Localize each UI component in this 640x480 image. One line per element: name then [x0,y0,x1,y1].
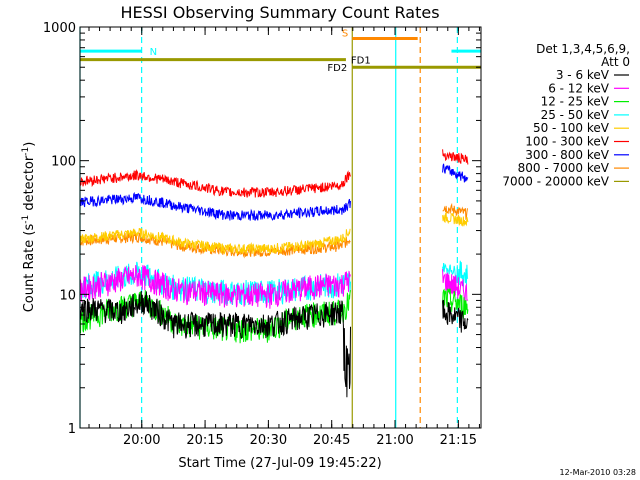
y-label-part-3: ) [22,142,37,147]
series-line-0-1 [442,299,469,333]
flag-label-FD2: FD2 [327,63,347,74]
legend-label-6: 300 - 800 keV [525,148,609,162]
legend-label-2: 12 - 25 keV [541,95,610,109]
y-tick-label-2: 100 [51,155,76,170]
series-line-4-1 [442,211,469,227]
y-tick-label-3: 1000 [43,21,76,36]
y-label-part-2: detector [22,155,37,215]
legend-label-4: 50 - 100 keV [533,121,610,135]
flag-label-FD1: FD1 [351,56,371,67]
legend-header-line-1: Det 1,3,4,5,6,9, [536,42,630,56]
series-line-6-0 [79,191,351,221]
y-label-part-1: Count Rate (s [22,224,37,313]
x-tick-label-4: 21:00 [376,433,413,448]
x-tick-label-2: 20:30 [250,433,287,448]
y-tick-label-0: 1 [68,422,76,437]
marker-lines [79,27,458,428]
legend-label-8: 7000 - 20000 keV [502,174,609,188]
series-line-5-1 [442,149,469,165]
x-tick-label-1: 20:15 [186,433,223,448]
series-line-0-0 [79,290,351,398]
series-line-4-0 [79,227,351,255]
x-axis-ticks: 20:00 20:15 20:30 20:45 21:00 21:15 [88,27,480,448]
legend-label-7: 800 - 7000 keV [518,161,610,175]
y-label-sup-1: -1 [21,215,31,224]
legend-header-line-2: Att 0 [601,55,630,69]
series-line-2-1 [442,288,469,319]
series-group [79,149,469,398]
legend-label-3: 25 - 50 keV [541,108,610,122]
series-line-1-1 [442,269,469,305]
x-tick-label-3: 20:45 [313,433,350,448]
flag-bars: N S FD1 FD2 [80,29,481,74]
y-label-sup-2: -1 [21,147,31,156]
y-axis-label: Count Rate (s-1 detector-1) [21,142,37,313]
timestamp: 12-Mar-2010 03:28 [560,468,637,477]
x-axis-label: Start Time (27-Jul-09 19:45:22) [178,456,381,471]
series-line-7-1 [442,202,468,221]
chart-title: HESSI Observing Summary Count Rates [120,3,439,22]
y-axis-ticks: 1 10 100 1000 [43,21,481,437]
y-tick-label-1: 10 [59,288,76,303]
series-line-5-0 [79,168,351,198]
legend-label-5: 100 - 300 keV [525,135,609,149]
flag-label-S: S [342,29,348,40]
legend-label-1: 6 - 12 keV [548,81,610,95]
series-line-1-0 [79,265,351,309]
series-line-6-1 [442,163,469,183]
x-tick-label-5: 21:15 [440,433,477,448]
x-tick-label-0: 20:00 [123,433,160,448]
plot-frame [79,26,482,429]
legend-label-0: 3 - 6 keV [556,68,610,82]
flag-label-N: N [150,47,157,58]
